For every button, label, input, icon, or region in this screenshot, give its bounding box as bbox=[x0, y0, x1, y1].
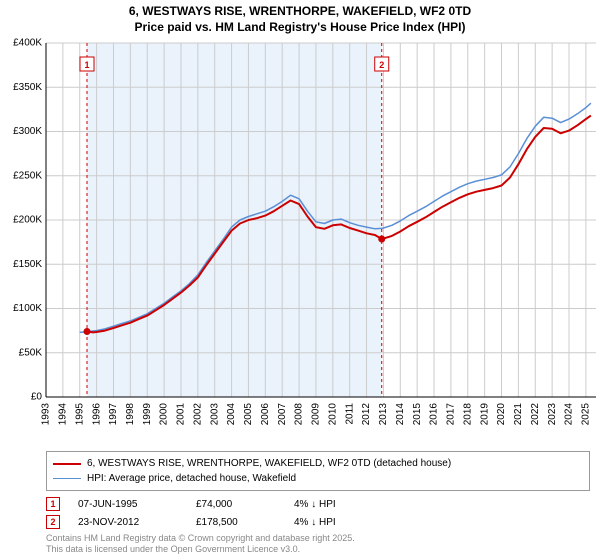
svg-text:1999: 1999 bbox=[142, 403, 153, 426]
transaction-date: 07-JUN-1995 bbox=[78, 499, 178, 510]
transaction-row: 1 07-JUN-1995 £74,000 4% ↓ HPI bbox=[46, 495, 590, 513]
svg-text:2012: 2012 bbox=[361, 403, 372, 426]
svg-text:2019: 2019 bbox=[479, 403, 490, 426]
svg-text:2016: 2016 bbox=[429, 403, 440, 426]
svg-text:1995: 1995 bbox=[74, 403, 85, 426]
svg-text:2023: 2023 bbox=[547, 403, 558, 426]
svg-text:2017: 2017 bbox=[446, 403, 457, 426]
svg-text:2001: 2001 bbox=[176, 403, 187, 426]
svg-text:1997: 1997 bbox=[108, 403, 119, 426]
svg-text:2002: 2002 bbox=[192, 403, 203, 426]
transaction-marker: 2 bbox=[46, 515, 60, 529]
legend: 6, WESTWAYS RISE, WRENTHORPE, WAKEFIELD,… bbox=[46, 451, 590, 491]
title-line-1: 6, WESTWAYS RISE, WRENTHORPE, WAKEFIELD,… bbox=[0, 4, 600, 20]
svg-text:£50K: £50K bbox=[19, 348, 43, 359]
svg-text:2003: 2003 bbox=[209, 403, 220, 426]
svg-text:£300K: £300K bbox=[13, 126, 42, 137]
transaction-price: £178,500 bbox=[196, 517, 276, 528]
transaction-price: £74,000 bbox=[196, 499, 276, 510]
svg-text:2009: 2009 bbox=[311, 403, 322, 426]
svg-text:2022: 2022 bbox=[530, 403, 541, 426]
svg-text:2015: 2015 bbox=[412, 403, 423, 426]
svg-text:2: 2 bbox=[379, 60, 384, 70]
title-line-2: Price paid vs. HM Land Registry's House … bbox=[0, 20, 600, 36]
chart-title: 6, WESTWAYS RISE, WRENTHORPE, WAKEFIELD,… bbox=[0, 0, 600, 37]
transaction-date: 23-NOV-2012 bbox=[78, 517, 178, 528]
svg-text:2024: 2024 bbox=[564, 403, 575, 426]
svg-text:2010: 2010 bbox=[327, 403, 338, 426]
svg-text:2007: 2007 bbox=[277, 403, 288, 426]
legend-swatch bbox=[53, 463, 81, 465]
svg-text:£150K: £150K bbox=[13, 259, 42, 270]
svg-text:£250K: £250K bbox=[13, 171, 42, 182]
svg-text:1998: 1998 bbox=[125, 403, 136, 426]
chart-plot: £0 £50K £100K £150K £200K £250K £300K £350K £400… bbox=[0, 37, 600, 447]
legend-item: 6, WESTWAYS RISE, WRENTHORPE, WAKEFIELD,… bbox=[53, 456, 583, 471]
transaction-row: 2 23-NOV-2012 £178,500 4% ↓ HPI bbox=[46, 513, 590, 531]
svg-text:£350K: £350K bbox=[13, 82, 42, 93]
chart-container: 6, WESTWAYS RISE, WRENTHORPE, WAKEFIELD,… bbox=[0, 0, 600, 560]
transaction-delta: 4% ↓ HPI bbox=[294, 517, 374, 528]
svg-text:2020: 2020 bbox=[496, 403, 507, 426]
legend-swatch bbox=[53, 478, 81, 479]
transaction-delta: 4% ↓ HPI bbox=[294, 499, 374, 510]
legend-item: HPI: Average price, detached house, Wake… bbox=[53, 471, 583, 486]
svg-text:2006: 2006 bbox=[260, 403, 271, 426]
svg-text:2021: 2021 bbox=[513, 403, 524, 426]
svg-text:2005: 2005 bbox=[243, 403, 254, 426]
svg-text:1993: 1993 bbox=[41, 403, 52, 426]
transaction-marker: 1 bbox=[46, 497, 60, 511]
svg-text:2013: 2013 bbox=[378, 403, 389, 426]
svg-text:£200K: £200K bbox=[13, 215, 42, 226]
svg-text:1: 1 bbox=[84, 60, 89, 70]
svg-text:2025: 2025 bbox=[581, 403, 592, 426]
svg-text:£0: £0 bbox=[31, 392, 43, 403]
svg-text:£100K: £100K bbox=[13, 303, 42, 314]
svg-text:1996: 1996 bbox=[91, 403, 102, 426]
svg-text:2014: 2014 bbox=[395, 403, 406, 426]
svg-text:£400K: £400K bbox=[13, 38, 42, 49]
footer-attribution: Contains HM Land Registry data © Crown c… bbox=[46, 533, 590, 556]
svg-text:2008: 2008 bbox=[294, 403, 305, 426]
svg-text:2011: 2011 bbox=[344, 403, 355, 425]
chart-svg: £0 £50K £100K £150K £200K £250K £300K £350K £400… bbox=[0, 37, 600, 447]
footer-line-2: This data is licensed under the Open Gov… bbox=[46, 544, 590, 555]
svg-text:1994: 1994 bbox=[58, 403, 69, 426]
svg-text:2018: 2018 bbox=[462, 403, 473, 426]
footer-line-1: Contains HM Land Registry data © Crown c… bbox=[46, 533, 590, 544]
transaction-table: 1 07-JUN-1995 £74,000 4% ↓ HPI 2 23-NOV-2012 £… bbox=[46, 495, 590, 531]
legend-label: 6, WESTWAYS RISE, WRENTHORPE, WAKEFIELD,… bbox=[87, 456, 451, 471]
svg-text:2004: 2004 bbox=[226, 403, 237, 426]
svg-text:2000: 2000 bbox=[159, 403, 170, 426]
legend-label: HPI: Average price, detached house, Wake… bbox=[87, 471, 296, 486]
